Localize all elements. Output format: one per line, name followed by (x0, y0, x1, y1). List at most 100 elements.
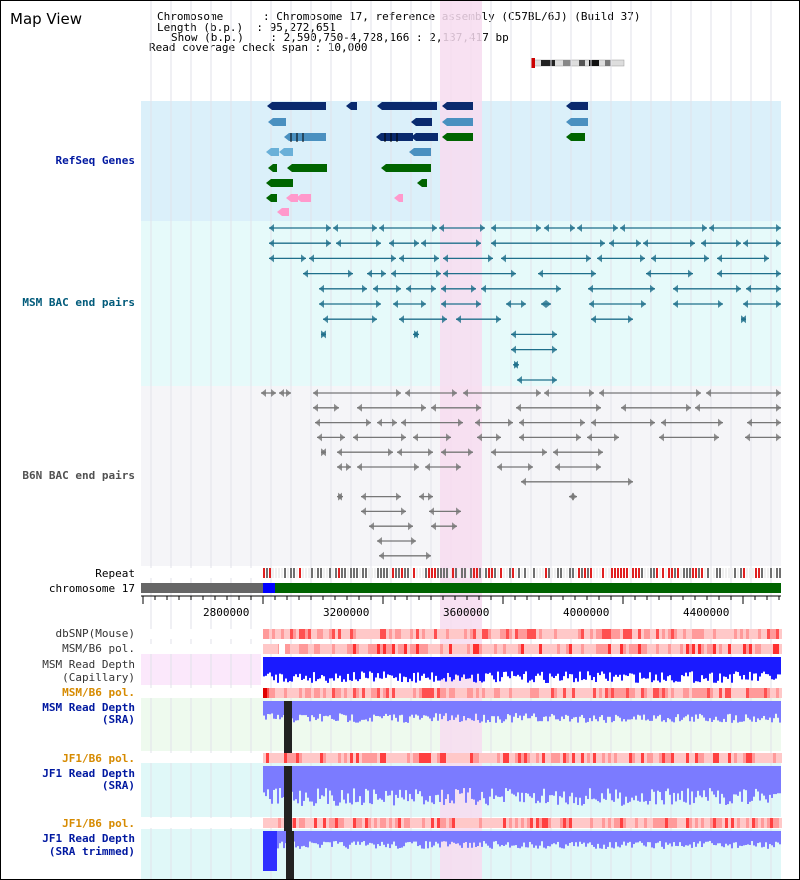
repeat-element (398, 568, 400, 578)
msm-depth-sra-bar (577, 701, 579, 723)
jf1-depth-trim-bar (719, 831, 721, 844)
msm-b6-pol-cell (674, 644, 677, 654)
msm-depth-cap-bar (725, 657, 727, 677)
msm-depth-sra-bar (317, 701, 319, 719)
msm-depth-cap-bar (541, 657, 543, 672)
jf1-depth-trim-bar (635, 831, 637, 843)
jf1-depth-trim-bar (305, 831, 307, 848)
jf1-depth-sra-bar (429, 766, 431, 796)
track-label-jf1-b6-pol-1[interactable]: JF1/B6 pol. (62, 752, 135, 765)
msm-b6-pol-cell (392, 644, 395, 654)
track-label-msm-depth-sra-2[interactable]: (SRA) (101, 713, 135, 726)
msm-b6-pol-2-cell (569, 688, 572, 698)
track-label-jf1-b6-pol-2[interactable]: JF1/B6 pol. (62, 817, 135, 830)
jf1-depth-sra-bar (679, 766, 681, 800)
dbsnp-cell (302, 629, 305, 639)
dbsnp-cell (542, 629, 545, 639)
msm-depth-cap-bar (765, 657, 767, 675)
track-label-repeat[interactable]: Repeat (95, 567, 135, 580)
jf1-depth-trim-bar (363, 831, 365, 842)
track-label-refseq[interactable]: RefSeq Genes (55, 154, 135, 167)
track-label-b6n-bac[interactable]: B6N BAC end pairs (22, 469, 135, 482)
msm-depth-cap-bar (383, 657, 385, 672)
msm-b6-pol-cell (377, 644, 380, 654)
msm-depth-sra-bar (401, 701, 403, 715)
repeat-element (482, 568, 484, 578)
msm-b6-pol-2-cell (686, 688, 689, 698)
msm-bac-pair-end (414, 330, 419, 339)
jf1-depth-trim-bar (493, 831, 495, 842)
jf1-b6-pol-blank (141, 753, 261, 763)
msm-depth-sra-bar (281, 701, 283, 718)
jf1-depth-trim-bar (733, 831, 735, 843)
jf1-b6-pol-2-cell (614, 818, 617, 828)
track-label-msm-depth-sra-1[interactable]: MSM Read Depth (42, 701, 135, 714)
msm-bac-pair-end (718, 300, 723, 308)
track-label-chromosome[interactable]: chromosome 17 (48, 582, 135, 595)
jf1-b6-pol-cell (671, 753, 674, 763)
msm-depth-cap-bar (609, 657, 611, 673)
track-label-jf1-depth-1[interactable]: JF1 Read Depth (42, 767, 135, 780)
track-label-dbsnp[interactable]: dbSNP(Mouse) (55, 627, 135, 640)
msm-b6-pol-2-cell (584, 688, 587, 698)
msm-b6-pol-cell (359, 644, 362, 654)
track-label-msm-b6-pol-2[interactable]: MSM/B6 pol. (62, 686, 135, 699)
msm-depth-cap-bar (559, 657, 561, 681)
dbsnp-cell (545, 629, 548, 639)
msm-b6-pol-2-cell (374, 688, 377, 698)
jf1-depth-trim-bar (449, 831, 451, 845)
msm-depth-cap-bar (295, 657, 297, 675)
repeat-element (413, 568, 415, 578)
track-label-msm-bac[interactable]: MSM BAC end pairs (22, 296, 135, 309)
msm-depth-cap-bar (303, 657, 305, 679)
dbsnp-cell (635, 629, 638, 639)
track-label-jf1-depth-trim-1[interactable]: JF1 Read Depth (42, 832, 135, 845)
jf1-b6-pol-2-cell (416, 818, 419, 828)
jf1-depth-trim-bar (659, 831, 661, 842)
track-label-msm-b6-pol-1[interactable]: MSM/B6 pol. (62, 642, 135, 655)
repeat-element (281, 568, 283, 578)
jf1-depth-trim-bar (491, 831, 493, 849)
repeat-element (659, 568, 661, 578)
jf1-depth-trim-bar (379, 831, 381, 846)
repeat-element (377, 568, 379, 578)
jf1-depth-trim-bar (687, 831, 689, 846)
dbsnp-cell (467, 629, 470, 639)
track-label-jf1-depth-2[interactable]: (SRA) (101, 779, 135, 792)
b6n-bac-pair-end (441, 448, 446, 457)
msm-depth-sra-bar (711, 701, 713, 722)
jf1-depth-sra-bar (277, 766, 279, 804)
msm-depth-sra-bar (627, 701, 629, 720)
dbsnp-cell (344, 629, 347, 639)
msm-bac-pair-end (536, 224, 541, 232)
chromosome-ideogram[interactable] (531, 53, 627, 68)
repeat-element (275, 568, 277, 578)
repeat-element (389, 568, 391, 578)
msm-depth-sra-bar (599, 701, 601, 717)
jf1-b6-pol-cell (326, 753, 329, 763)
msm-b6-pol-cell (512, 644, 515, 654)
track-label-msm-depth-cap-1[interactable]: MSM Read Depth (42, 658, 135, 671)
dbsnp-cell (272, 629, 275, 639)
b6n-bac-pair-end (553, 448, 558, 457)
track-label-msm-depth-cap-2[interactable]: (Capillary) (62, 671, 135, 684)
jf1-depth-sra-bar (631, 766, 633, 798)
repeat-element (494, 568, 496, 578)
jf1-b6-pol-2-cell (731, 818, 734, 828)
track-label-jf1-depth-trim-2[interactable]: (SRA trimmed) (48, 845, 135, 858)
dbsnp-cell (716, 629, 719, 639)
msm-b6-pol-2-cell (284, 688, 287, 698)
msm-b6-pol-2-cell (578, 688, 581, 698)
jf1-depth-sra-bar (403, 766, 405, 800)
msm-b6-pol-2-cell (581, 688, 584, 698)
jf1-depth-sra-bar (599, 766, 601, 803)
jf1-depth-sra-bar (649, 766, 651, 801)
b6n-bac-pair-end (591, 418, 596, 427)
msm-b6-pol-2-cell (275, 688, 278, 698)
b6n-bac-pair-end (477, 433, 482, 442)
dbsnp-cell (752, 629, 755, 639)
msm-depth-sra-bar (311, 701, 313, 716)
gene-arrow (268, 118, 273, 126)
b6n-bac-pair-end (357, 403, 362, 412)
